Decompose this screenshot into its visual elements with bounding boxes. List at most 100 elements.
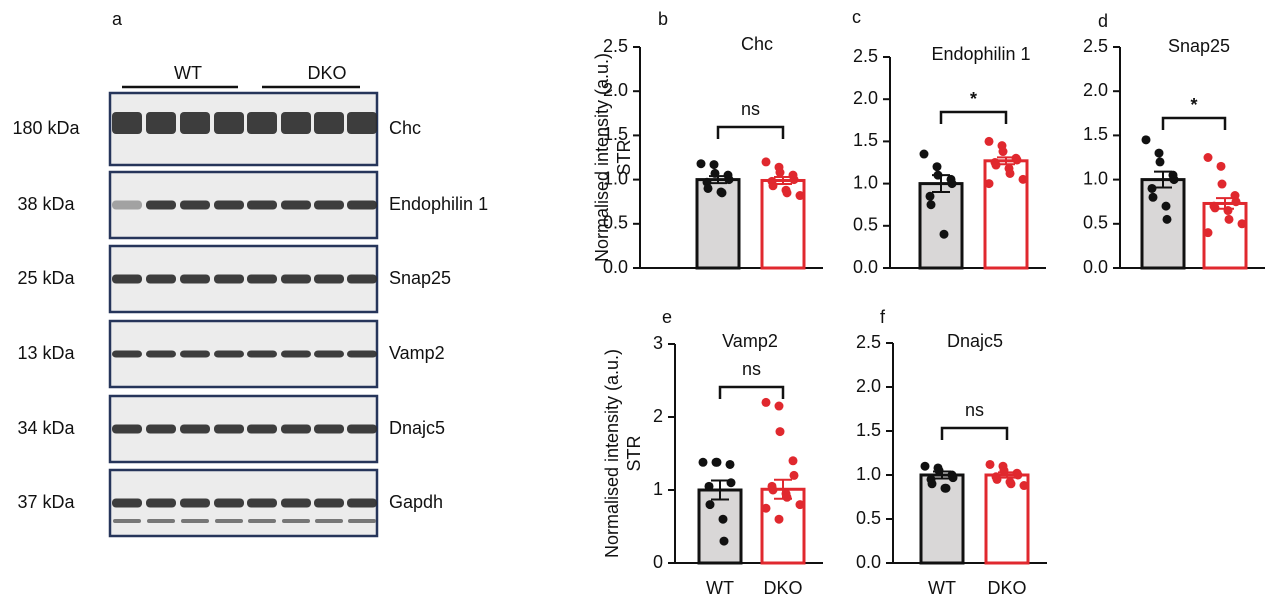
data-point <box>725 459 735 469</box>
blot-band <box>281 498 311 508</box>
data-point <box>709 160 719 170</box>
blot-band <box>281 424 311 434</box>
data-point <box>782 492 792 502</box>
data-point <box>795 500 805 510</box>
y-tick-label: 2.0 <box>853 88 878 108</box>
y-tick-label: 2.0 <box>1083 80 1108 100</box>
size-label: 34 kDa <box>17 418 75 438</box>
data-point <box>775 427 785 437</box>
blot-band <box>215 519 243 523</box>
size-label: 13 kDa <box>17 343 75 363</box>
panel-letter: d <box>1098 11 1108 31</box>
data-point <box>932 162 942 172</box>
data-point <box>1224 214 1234 224</box>
data-point <box>710 168 720 178</box>
blot-band <box>146 498 176 508</box>
x-tick-label: WT <box>706 578 734 598</box>
significance-label: ns <box>742 359 761 379</box>
data-point <box>1216 161 1226 171</box>
blot-band <box>247 112 277 134</box>
blot-band <box>247 274 277 284</box>
significance-label: ns <box>741 99 760 119</box>
data-point <box>774 514 784 524</box>
blot-band <box>112 350 142 358</box>
y-tick-label: 0.0 <box>853 257 878 277</box>
blot-band <box>180 274 210 284</box>
blot-band <box>247 200 277 210</box>
data-point <box>788 456 798 466</box>
data-point <box>795 191 805 201</box>
size-label: 38 kDa <box>17 194 75 214</box>
data-point <box>1203 153 1213 162</box>
blot-band <box>347 200 377 210</box>
y-axis-label-line: STR <box>614 139 634 175</box>
blot-band <box>281 350 311 358</box>
panel-letter: f <box>880 307 886 327</box>
data-point <box>1006 479 1016 489</box>
data-point <box>1217 179 1227 189</box>
blot-band <box>146 200 176 210</box>
y-tick-label: 2 <box>653 406 663 426</box>
blot-band <box>214 274 244 284</box>
blot-band <box>181 519 209 523</box>
blot-band <box>314 350 344 358</box>
blot-band <box>180 350 210 358</box>
y-tick-label: 2.0 <box>856 376 881 396</box>
blot-band <box>214 112 244 134</box>
y-tick-label: 0.0 <box>856 552 881 572</box>
y-tick-label: 2.5 <box>1083 36 1108 56</box>
data-point <box>919 149 929 159</box>
y-axis-label: Normalised intensity (a.u.) STR <box>602 349 644 558</box>
panel-letter: e <box>662 307 672 327</box>
data-point <box>761 157 771 167</box>
data-point <box>1162 214 1172 224</box>
blot-band <box>314 112 344 134</box>
protein-label: Snap25 <box>389 268 451 288</box>
data-point <box>1223 206 1233 216</box>
data-point <box>934 466 944 476</box>
chart-title: Vamp2 <box>722 331 778 351</box>
data-point <box>1237 219 1247 229</box>
size-label: 37 kDa <box>17 492 75 512</box>
protein-label: Dnajc5 <box>389 418 445 438</box>
blot-band <box>247 424 277 434</box>
data-point <box>717 188 727 198</box>
y-axis-label-line: Normalised intensity (a.u.) <box>602 349 622 558</box>
data-point <box>1005 168 1015 178</box>
blot-band <box>315 519 343 523</box>
blot-band <box>112 112 142 134</box>
significance-bracket <box>718 385 785 399</box>
y-tick-label: 2.0 <box>603 80 628 100</box>
blot-band <box>248 519 276 523</box>
data-point <box>947 179 957 189</box>
protein-label: Vamp2 <box>389 343 445 363</box>
blot-band <box>112 274 142 284</box>
data-point <box>768 181 778 191</box>
blot-band <box>214 498 244 508</box>
data-point <box>789 175 799 185</box>
y-tick-label: 0 <box>653 552 663 572</box>
size-label: 180 kDa <box>12 118 80 138</box>
y-tick-label: 1.5 <box>603 124 628 144</box>
data-point <box>939 229 949 239</box>
data-point <box>719 536 729 546</box>
blot-band <box>214 350 244 358</box>
y-tick-label: 2.5 <box>853 46 878 66</box>
data-point <box>925 191 935 201</box>
data-point <box>761 397 771 407</box>
data-point <box>984 179 994 189</box>
blot-band <box>347 112 377 134</box>
blot-band <box>214 200 244 210</box>
blot-band <box>146 112 176 134</box>
chart-title: Dnajc5 <box>947 331 1003 351</box>
y-axis-label-line: STR <box>624 435 644 471</box>
data-point <box>698 457 708 467</box>
blot-band <box>113 519 141 523</box>
y-tick-label: 1 <box>653 479 663 499</box>
protein-label: Endophilin 1 <box>389 194 488 214</box>
group-label: WT <box>174 63 202 83</box>
data-point <box>1203 228 1213 238</box>
data-point <box>1231 197 1241 207</box>
data-point <box>1161 201 1171 211</box>
